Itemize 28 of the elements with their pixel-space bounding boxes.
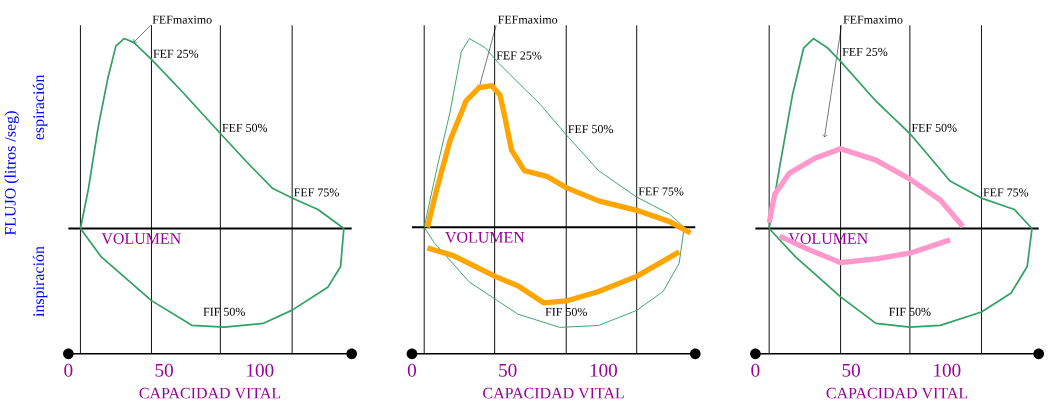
annotation: FEF 25% [153, 49, 199, 58]
x-tick-label: 100 [934, 363, 961, 377]
x-tick-label: 50 [842, 363, 860, 377]
annotation: FEF 50% [911, 123, 957, 132]
x-axis-title: CAPACIDAD VITAL [826, 387, 968, 399]
x-tick-label: 100 [247, 363, 274, 377]
x-tick-label: 0 [751, 363, 760, 377]
x-tick-label: 50 [155, 363, 173, 377]
annotation: FEF 75% [983, 188, 1029, 197]
text: inspiración [32, 246, 48, 317]
x-axis-title: CAPACIDAD VITAL [483, 387, 624, 399]
annotation: FEF 25% [496, 51, 542, 60]
x-tick-label: 50 [499, 363, 517, 377]
annotation: FEFmaximo [498, 15, 558, 24]
annotation: FEF 75% [638, 187, 684, 196]
annotation: FEFmaximo [843, 15, 903, 24]
annotation: FEF 25% [842, 47, 888, 56]
text: espiración [32, 74, 48, 140]
x-tick-label: 100 [590, 363, 618, 377]
annotation: FIF 50% [203, 307, 245, 316]
x-axis-title: CAPACIDAD VITAL [139, 387, 281, 399]
x-tick-label: 0 [64, 363, 73, 377]
y-axis-title: FLUJO (litros /seg) [4, 111, 19, 236]
annotation: FEFmaximo [152, 15, 212, 24]
annotation: FEF 75% [294, 188, 339, 197]
annotation: FEF 50% [568, 125, 613, 134]
x-tick-label: 0 [407, 363, 416, 377]
annotation: FEF 50% [222, 123, 268, 132]
